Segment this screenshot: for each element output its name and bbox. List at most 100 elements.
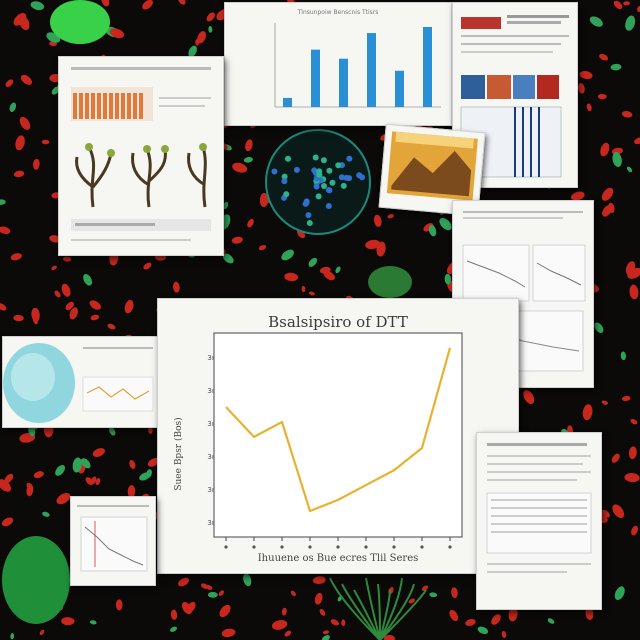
leaf-shape	[20, 74, 33, 85]
leaf-shape	[115, 599, 123, 611]
leaf-shape	[92, 448, 105, 457]
leaf-shape	[637, 5, 640, 13]
leaf-shape	[72, 457, 82, 473]
net-dot	[346, 175, 353, 182]
net-dot	[283, 191, 290, 198]
leaf-shape	[612, 151, 622, 168]
leaf-shape	[258, 244, 267, 251]
leaf-shape	[243, 573, 252, 587]
leaf-shape	[26, 482, 34, 491]
x-tick-mark	[392, 545, 396, 549]
bar	[311, 49, 320, 107]
net-dot	[320, 157, 327, 164]
leaf-shape	[373, 214, 382, 227]
bar	[367, 33, 376, 107]
leaf-shape	[232, 162, 248, 173]
bar	[339, 58, 348, 107]
leaf-shape	[634, 137, 640, 145]
leaf-shape	[623, 1, 631, 6]
leaf-shape	[219, 604, 231, 618]
leaf-shape	[322, 630, 330, 635]
y-tick-label: 3ı.	[207, 387, 216, 395]
photo-card	[378, 123, 486, 217]
leaf-shape	[109, 427, 116, 436]
plant-blob	[368, 266, 412, 298]
leaf-shape	[33, 471, 44, 479]
leaf-shape	[281, 249, 294, 261]
leaf-shape	[621, 395, 631, 402]
leaf-shape	[477, 626, 489, 635]
globe-card	[2, 336, 160, 428]
leaf-shape	[439, 217, 452, 231]
bar	[423, 27, 432, 107]
leaf-shape	[314, 592, 323, 605]
leaf-shape	[579, 71, 593, 80]
leaf-shape	[271, 620, 288, 630]
leaf-shape	[170, 609, 178, 620]
leaf-shape	[601, 400, 608, 405]
leaf-shape	[9, 102, 17, 112]
leaf-shape	[376, 241, 386, 257]
fern-plant	[329, 577, 427, 640]
leaf-shape	[69, 307, 78, 320]
net-dot	[271, 168, 278, 175]
top-bar-chart-title: Tlnsunpoiw Benscnis Ttisrs	[297, 9, 379, 16]
net-dot	[340, 182, 347, 189]
leaf-shape	[231, 236, 243, 244]
leaf-shape	[601, 187, 614, 201]
leaf-shape	[586, 103, 592, 112]
leaf-shape	[628, 446, 637, 460]
leaf-shape	[1, 517, 14, 527]
leaf-shape	[65, 301, 75, 311]
leaf-shape	[330, 619, 339, 626]
plants-figure	[71, 67, 211, 241]
leaf-shape	[208, 26, 213, 33]
plant-blob	[50, 0, 110, 44]
net-dot	[293, 166, 300, 173]
leaf-shape	[62, 256, 72, 262]
leaf-shape	[501, 630, 507, 638]
leaf-shape	[61, 617, 75, 626]
leaf-shape	[597, 93, 607, 100]
leaf-shape	[243, 156, 253, 163]
x-tick-mark	[280, 545, 284, 549]
net-dot	[321, 183, 328, 190]
photo-thumbnail	[386, 131, 478, 201]
bottom-left-chart-figure	[77, 505, 149, 572]
leaf-shape	[589, 16, 603, 27]
main-chart-title: Bsalsipsiro of DTT	[268, 313, 408, 331]
globe-figure	[3, 343, 154, 423]
leaf-shape	[90, 314, 100, 321]
leaf-shape	[281, 607, 287, 616]
leaf-shape	[223, 201, 229, 210]
leaf-shape	[594, 322, 604, 333]
x-tick-mark	[252, 545, 256, 549]
leaf-shape	[247, 218, 254, 228]
leaf-shape	[321, 634, 330, 640]
leaf-shape	[81, 458, 91, 469]
leaf-shape	[611, 453, 620, 463]
leaf-shape	[89, 300, 101, 310]
leaf-shape	[207, 591, 218, 598]
leaf-shape	[547, 618, 555, 624]
leaf-shape	[206, 12, 215, 22]
x-tick-mark	[364, 545, 368, 549]
plants-card	[58, 56, 224, 256]
leaf-shape	[177, 0, 186, 5]
x-tick-mark	[336, 545, 340, 549]
leaf-shape	[613, 0, 623, 10]
leaf-shape	[625, 15, 636, 31]
leaf-shape	[170, 626, 178, 632]
leaf-shape	[284, 630, 292, 637]
leaf-shape	[624, 473, 640, 483]
leaf-shape	[181, 602, 192, 615]
leaf-shape	[148, 426, 153, 434]
leaf-shape	[5, 79, 14, 87]
x-tick-mark	[224, 545, 228, 549]
leaf-shape	[109, 28, 125, 39]
leaf-shape	[429, 592, 438, 598]
net-dot	[312, 154, 319, 161]
leaf-shape	[4, 473, 14, 483]
net-dot	[326, 187, 333, 194]
x-tick-mark	[308, 545, 312, 549]
